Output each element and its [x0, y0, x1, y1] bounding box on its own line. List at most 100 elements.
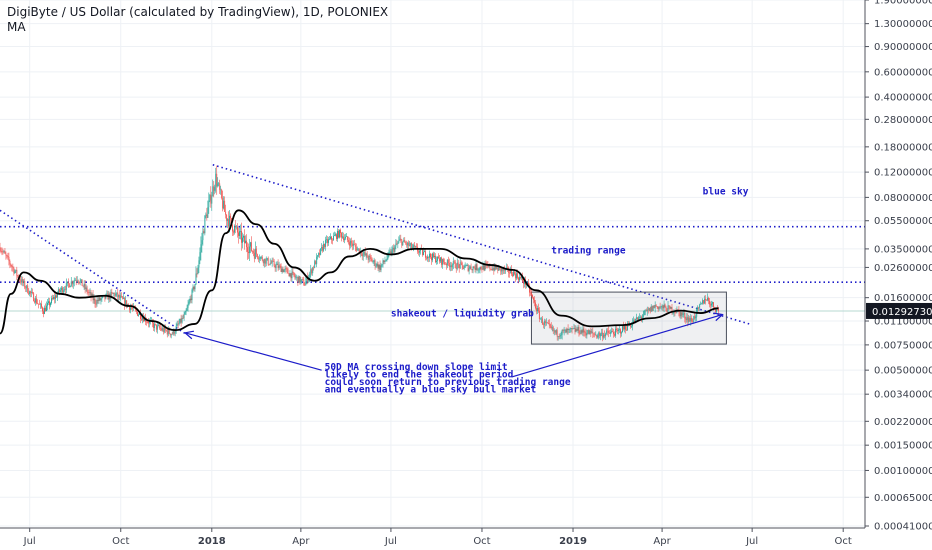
candle-down [406, 243, 408, 246]
candle-up [555, 330, 557, 333]
y-tick-label: 0.60000000 [874, 67, 932, 78]
candle-up [598, 332, 600, 336]
candle-up [281, 268, 283, 273]
candle-down [473, 266, 475, 268]
candle-up [707, 298, 709, 301]
candle-up [329, 238, 331, 240]
candle-up [436, 256, 438, 261]
candle-down [1, 250, 3, 252]
candle-down [490, 268, 492, 270]
candle-down [675, 312, 677, 313]
candle-up [242, 237, 243, 243]
candle-down [548, 323, 550, 325]
y-tick-label: 0.08000000 [874, 193, 932, 204]
candle-up [174, 331, 176, 334]
candle-down [507, 267, 509, 269]
candle-down [602, 332, 604, 338]
candle-up [610, 332, 612, 334]
candle-up [295, 277, 297, 278]
candle-up [387, 253, 389, 259]
candle-up [72, 282, 74, 285]
candle-up [176, 323, 178, 327]
candle-up [595, 334, 597, 336]
candle-up [682, 314, 684, 316]
candle-up [628, 324, 630, 326]
candle-up [100, 298, 102, 301]
candle-down [146, 321, 147, 323]
candle-down [55, 295, 57, 298]
y-tick-label: 0.90000000 [874, 42, 932, 53]
blue-sky-label: blue sky [703, 186, 749, 197]
candle-up [410, 243, 412, 245]
candle-up [631, 322, 633, 327]
x-tick-label: Oct [112, 536, 129, 547]
candle-down [97, 299, 99, 301]
candle-down [27, 285, 29, 293]
candle-up [63, 289, 65, 291]
candle-down [590, 330, 592, 333]
candle-down [319, 252, 321, 255]
candle-up [661, 305, 663, 307]
candle-up [380, 265, 382, 271]
candle-down [303, 279, 305, 286]
candle-up [310, 269, 312, 274]
candle-down [710, 304, 712, 306]
candle-up [670, 307, 672, 309]
candle-down [431, 257, 432, 261]
candle-up [700, 303, 702, 305]
candle-down [476, 264, 478, 270]
candle-down [165, 330, 167, 331]
candle-down [241, 230, 242, 243]
shakeout-label: shakeout / liquidity grab [391, 309, 534, 320]
candle-down [282, 268, 284, 272]
candle-up [407, 242, 409, 246]
candle-down [88, 292, 90, 294]
candle-up [183, 314, 185, 319]
candle-up [690, 318, 692, 322]
candle-down [7, 256, 9, 257]
candle-down [8, 256, 10, 262]
x-tick-label: Oct [835, 536, 852, 547]
candle-down [132, 308, 134, 309]
chart-title: DigiByte / US Dollar (calculated by Trad… [7, 5, 389, 19]
y-tick-label: 0.05500000 [874, 216, 932, 227]
candle-down [461, 262, 463, 266]
candle-up [391, 249, 393, 255]
candle-down [584, 332, 586, 333]
candle-up [317, 255, 319, 257]
candle-down [43, 311, 44, 314]
candle-up [429, 253, 430, 258]
candle-up [156, 325, 158, 330]
candle-down [81, 279, 83, 286]
candle-up [372, 261, 374, 263]
ma-50-path [0, 209, 719, 335]
candle-up [266, 258, 268, 260]
candle-up [439, 257, 441, 262]
candle-down [502, 268, 504, 271]
candle-down [347, 240, 349, 243]
candle-down [691, 318, 693, 322]
candle-down [173, 329, 175, 334]
candle-down [180, 318, 182, 323]
candle-down [290, 273, 292, 279]
candle-up [254, 248, 256, 259]
candle-up [641, 316, 643, 319]
candle-down [515, 273, 517, 279]
candle-down [659, 307, 661, 308]
candle-down [148, 322, 149, 324]
candle-down [444, 263, 446, 265]
candle-up [185, 310, 187, 313]
candle-up [278, 265, 280, 269]
candle-up [501, 268, 503, 272]
candle-down [71, 281, 73, 285]
candle-down [193, 286, 195, 290]
candle-up [215, 173, 217, 188]
candle-down [177, 323, 179, 325]
candle-up [634, 319, 636, 323]
candle-up [113, 293, 115, 295]
candle-down [454, 261, 456, 268]
last-price-value: 0.01292730 [872, 307, 932, 318]
candle-up [175, 326, 177, 332]
